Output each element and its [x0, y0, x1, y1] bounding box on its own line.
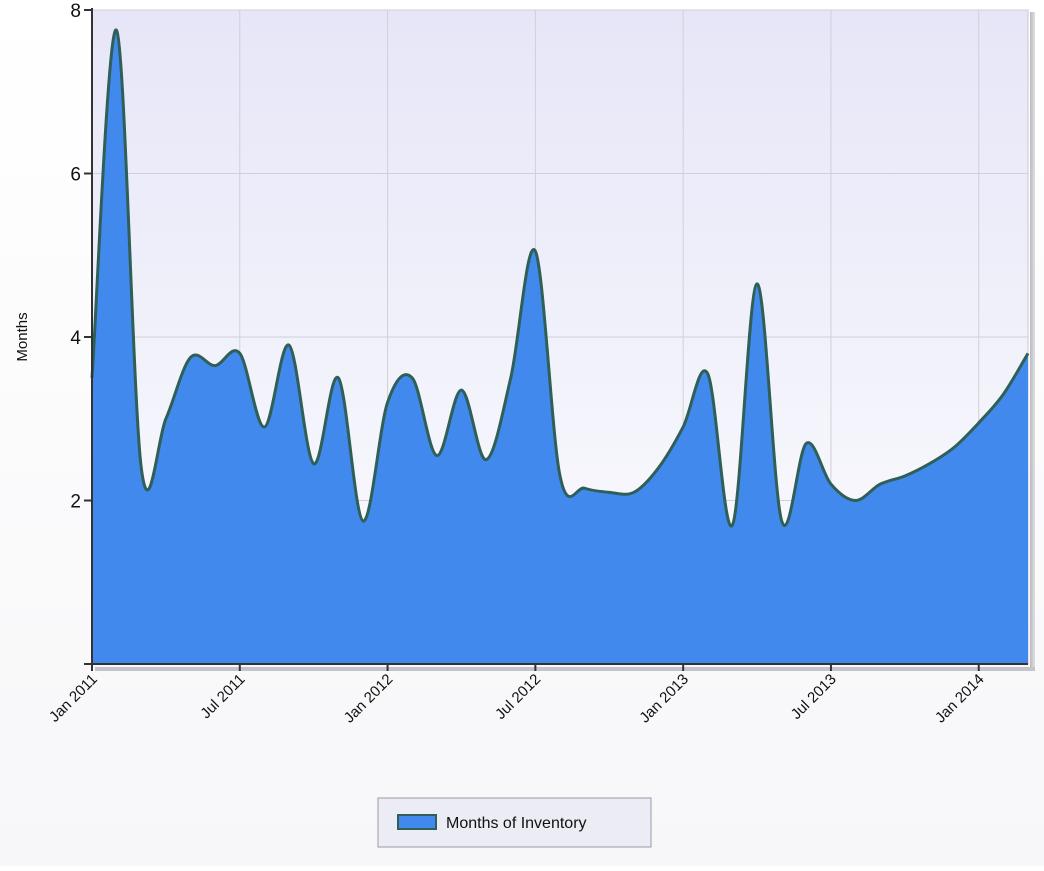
- legend-label: Months of Inventory: [446, 815, 587, 832]
- y-tick-label: 8: [70, 1, 81, 22]
- y-tick-label: 2: [70, 492, 81, 513]
- x-axis-ticks: Jan 2011 Jul 2011 Jan 2012 Jul 2012 Jan 2013…: [46, 664, 988, 726]
- y-tick-label: 4: [70, 328, 81, 349]
- legend: Months of Inventory: [377, 797, 652, 848]
- x-tick-label: Jan 2011: [46, 671, 101, 726]
- legend-swatch: [397, 814, 437, 830]
- x-tick-label: Jul 2011: [197, 671, 248, 722]
- y-axis-ticks: 2 4 6 8: [70, 1, 92, 665]
- x-tick-label: Jul 2012: [492, 671, 544, 723]
- series-months-of-inventory-area: [92, 29, 1028, 664]
- x-tick-label: Jan 2012: [341, 671, 397, 727]
- y-tick-label: 6: [70, 165, 81, 186]
- series-months-of-inventory-line: [90, 28, 1030, 528]
- x-tick-label: Jan 2013: [636, 671, 692, 727]
- y-axis-label: Months: [14, 312, 31, 361]
- x-tick-label: Jan 2014: [932, 671, 988, 727]
- x-tick-label: Jul 2013: [788, 671, 840, 723]
